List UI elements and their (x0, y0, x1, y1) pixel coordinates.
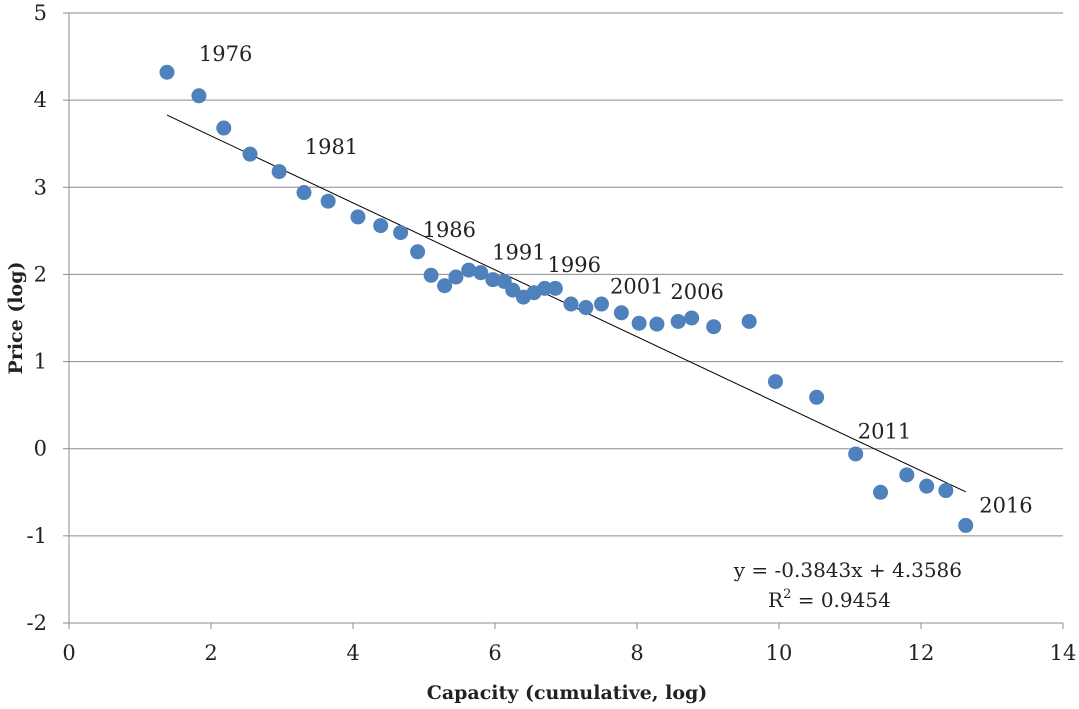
year-annotation: 1991 (492, 241, 545, 265)
y-axis-title: Price (log) (5, 262, 27, 375)
data-point (461, 262, 477, 278)
data-point (873, 484, 889, 500)
y-tick-label: 2 (34, 262, 47, 286)
x-tick-label: 8 (630, 641, 643, 665)
data-point (448, 269, 464, 285)
data-points (159, 64, 974, 533)
r-squared-text: R2 = 0.9454 (768, 587, 891, 612)
data-point (578, 300, 594, 316)
year-annotation: 2001 (610, 275, 663, 299)
x-tick-label: 6 (488, 641, 501, 665)
data-point (191, 88, 207, 104)
year-annotation: 2016 (979, 493, 1032, 517)
data-point (563, 296, 579, 312)
data-point (410, 244, 426, 260)
data-point (393, 225, 409, 241)
data-point (373, 218, 389, 234)
year-annotation: 1986 (423, 218, 476, 242)
data-point (649, 316, 665, 332)
data-point (271, 164, 287, 180)
y-tick-label: 3 (34, 175, 47, 199)
year-annotation: 1981 (305, 135, 358, 159)
x-tick-label: 14 (1050, 641, 1077, 665)
x-tick-label: 4 (346, 641, 359, 665)
x-tick-label: 0 (62, 641, 75, 665)
year-annotation: 1996 (548, 253, 601, 277)
y-tick-label: -2 (27, 611, 47, 635)
data-point (320, 193, 336, 209)
data-point (296, 185, 312, 201)
year-annotation: 1976 (199, 42, 252, 66)
data-point (684, 310, 700, 326)
data-point (537, 280, 553, 296)
data-point (216, 120, 232, 136)
data-point (809, 389, 825, 405)
data-point (706, 319, 722, 335)
x-axis-title: Capacity (cumulative, log) (427, 682, 708, 704)
y-tick-label: 4 (34, 88, 47, 112)
data-point (919, 478, 935, 494)
data-point (485, 272, 501, 288)
grid-lines (69, 12, 1063, 537)
x-tick-label: 2 (204, 641, 217, 665)
data-point (613, 305, 629, 321)
y-tick-label: 5 (34, 1, 47, 25)
data-point (631, 315, 647, 331)
trendline-equation: y = -0.3843x + 4.3586 R2 = 0.9454 (733, 558, 962, 612)
data-point (958, 517, 974, 533)
data-point (437, 278, 453, 294)
r-squared-superscript: 2 (783, 587, 791, 602)
year-annotation: 2006 (670, 280, 723, 304)
x-tick-label: 10 (766, 641, 793, 665)
r-squared-prefix: R (768, 588, 784, 612)
data-point (938, 483, 954, 499)
data-point (848, 446, 864, 462)
y-tick-label: 1 (34, 350, 47, 374)
trendline-equation-text: y = -0.3843x + 4.3586 (733, 558, 962, 582)
r-squared-value: = 0.9454 (791, 588, 890, 612)
data-point (547, 280, 563, 296)
data-point (505, 282, 521, 298)
y-tick-label: -1 (27, 524, 47, 548)
data-point (899, 467, 915, 483)
data-point (423, 267, 439, 283)
data-point (473, 265, 489, 281)
data-point (767, 374, 783, 390)
data-point (741, 313, 757, 329)
y-tick-label: 0 (34, 437, 47, 461)
x-tick-label: 12 (908, 641, 935, 665)
data-point (670, 313, 686, 329)
data-point (594, 296, 609, 312)
data-point (350, 209, 366, 225)
data-point (242, 146, 258, 162)
year-annotation: 2011 (858, 419, 911, 443)
data-point (159, 64, 175, 80)
